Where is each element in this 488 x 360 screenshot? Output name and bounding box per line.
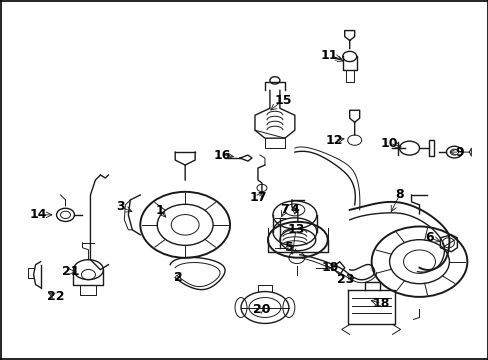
Text: 18: 18: [372, 297, 389, 310]
Text: 15: 15: [274, 94, 291, 107]
Text: 21: 21: [61, 265, 79, 278]
Text: 22: 22: [47, 290, 64, 303]
Text: 2: 2: [173, 271, 182, 284]
Text: 16: 16: [213, 149, 230, 162]
Text: 1: 1: [156, 204, 164, 217]
Text: 5: 5: [285, 241, 294, 254]
Text: 7: 7: [280, 203, 289, 216]
Text: 3: 3: [116, 201, 124, 213]
Text: 11: 11: [320, 49, 338, 62]
Text: 12: 12: [325, 134, 343, 147]
Text: 8: 8: [394, 188, 403, 202]
Text: 13: 13: [286, 223, 304, 236]
Text: 20: 20: [253, 303, 270, 316]
Text: 10: 10: [380, 137, 398, 150]
Text: 23: 23: [336, 273, 354, 286]
Text: 17: 17: [249, 192, 266, 204]
Text: 6: 6: [424, 231, 433, 244]
Text: 19: 19: [321, 261, 338, 274]
Text: 4: 4: [290, 203, 299, 216]
Text: 9: 9: [454, 145, 463, 159]
Text: 14: 14: [30, 208, 47, 221]
